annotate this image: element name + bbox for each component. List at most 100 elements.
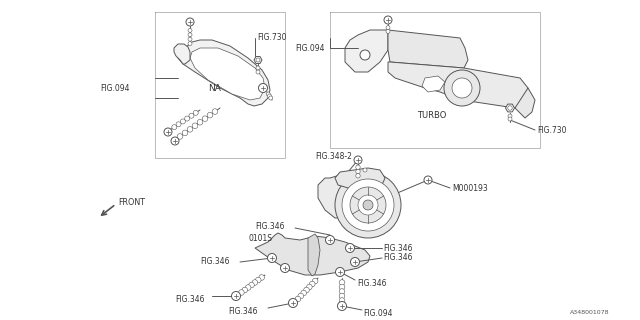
Circle shape xyxy=(188,42,192,46)
Text: FIG.346: FIG.346 xyxy=(175,295,205,305)
Circle shape xyxy=(197,119,203,125)
Circle shape xyxy=(182,130,188,136)
Circle shape xyxy=(339,298,345,303)
Circle shape xyxy=(326,236,335,244)
Circle shape xyxy=(259,275,264,280)
Circle shape xyxy=(339,289,345,294)
Circle shape xyxy=(239,290,244,295)
Polygon shape xyxy=(515,88,535,118)
Circle shape xyxy=(295,296,301,302)
Circle shape xyxy=(177,134,183,139)
Text: M000193: M000193 xyxy=(452,183,488,193)
Circle shape xyxy=(301,290,307,296)
Circle shape xyxy=(335,268,344,276)
Circle shape xyxy=(386,29,390,33)
Text: A348001078: A348001078 xyxy=(570,310,609,316)
Circle shape xyxy=(298,293,303,299)
Polygon shape xyxy=(422,76,445,92)
Circle shape xyxy=(268,253,276,262)
Circle shape xyxy=(256,66,260,70)
Circle shape xyxy=(188,33,192,37)
Text: FIG.094: FIG.094 xyxy=(100,84,129,92)
Circle shape xyxy=(508,114,512,118)
Circle shape xyxy=(363,200,373,210)
Circle shape xyxy=(339,284,345,290)
Circle shape xyxy=(180,119,186,124)
Circle shape xyxy=(312,278,318,284)
Circle shape xyxy=(339,280,345,285)
Circle shape xyxy=(363,168,367,172)
Circle shape xyxy=(452,78,472,98)
Text: 0101S: 0101S xyxy=(248,234,272,243)
Polygon shape xyxy=(174,44,190,64)
Circle shape xyxy=(346,244,355,252)
Text: FIG.346: FIG.346 xyxy=(200,258,230,267)
Circle shape xyxy=(266,92,270,96)
Circle shape xyxy=(171,137,179,145)
Circle shape xyxy=(186,18,194,26)
Polygon shape xyxy=(254,57,262,63)
Circle shape xyxy=(424,176,432,184)
Circle shape xyxy=(269,96,273,100)
Circle shape xyxy=(207,112,213,118)
Polygon shape xyxy=(318,172,365,218)
Circle shape xyxy=(356,165,360,170)
Text: FRONT: FRONT xyxy=(118,197,145,206)
Text: NA: NA xyxy=(209,84,221,92)
Polygon shape xyxy=(308,234,320,276)
Circle shape xyxy=(384,16,392,24)
Circle shape xyxy=(242,287,248,293)
Text: FIG.346: FIG.346 xyxy=(383,244,413,252)
Circle shape xyxy=(339,293,345,299)
Circle shape xyxy=(350,187,386,223)
Circle shape xyxy=(185,116,189,121)
Circle shape xyxy=(508,117,512,121)
Polygon shape xyxy=(506,104,515,112)
Circle shape xyxy=(310,281,315,287)
Circle shape xyxy=(386,26,390,30)
Text: FIG.094: FIG.094 xyxy=(295,44,324,52)
Circle shape xyxy=(193,110,198,115)
Text: FIG.348-2: FIG.348-2 xyxy=(315,151,352,161)
Circle shape xyxy=(255,277,261,283)
Circle shape xyxy=(358,195,378,215)
Circle shape xyxy=(444,70,480,106)
Polygon shape xyxy=(190,48,265,100)
Circle shape xyxy=(307,284,312,290)
Polygon shape xyxy=(388,30,468,68)
Text: TURBO: TURBO xyxy=(417,110,447,119)
Circle shape xyxy=(256,70,260,74)
Text: FIG.094: FIG.094 xyxy=(363,308,392,317)
Circle shape xyxy=(259,84,268,92)
Text: FIG.730: FIG.730 xyxy=(257,33,287,42)
Circle shape xyxy=(256,58,260,62)
Circle shape xyxy=(356,169,360,174)
Circle shape xyxy=(508,106,512,110)
Circle shape xyxy=(280,263,289,273)
Circle shape xyxy=(188,28,192,32)
Circle shape xyxy=(252,280,258,285)
Circle shape xyxy=(188,126,193,132)
Text: FIG.730: FIG.730 xyxy=(537,125,566,134)
Circle shape xyxy=(245,285,251,290)
Polygon shape xyxy=(255,233,370,275)
Circle shape xyxy=(189,113,194,118)
Circle shape xyxy=(232,292,241,300)
Circle shape xyxy=(202,116,208,122)
Circle shape xyxy=(164,128,172,136)
Polygon shape xyxy=(335,168,385,190)
Polygon shape xyxy=(178,40,270,106)
Circle shape xyxy=(335,172,401,238)
Text: FIG.346: FIG.346 xyxy=(383,253,413,262)
Circle shape xyxy=(188,37,192,41)
Circle shape xyxy=(212,109,218,114)
Circle shape xyxy=(176,122,181,127)
Circle shape xyxy=(360,50,370,60)
Circle shape xyxy=(304,287,309,293)
Circle shape xyxy=(351,258,360,267)
Circle shape xyxy=(337,301,346,310)
Text: FIG.346: FIG.346 xyxy=(357,278,387,287)
Text: FIG.346: FIG.346 xyxy=(228,307,257,316)
Circle shape xyxy=(192,123,198,129)
Circle shape xyxy=(172,125,177,130)
